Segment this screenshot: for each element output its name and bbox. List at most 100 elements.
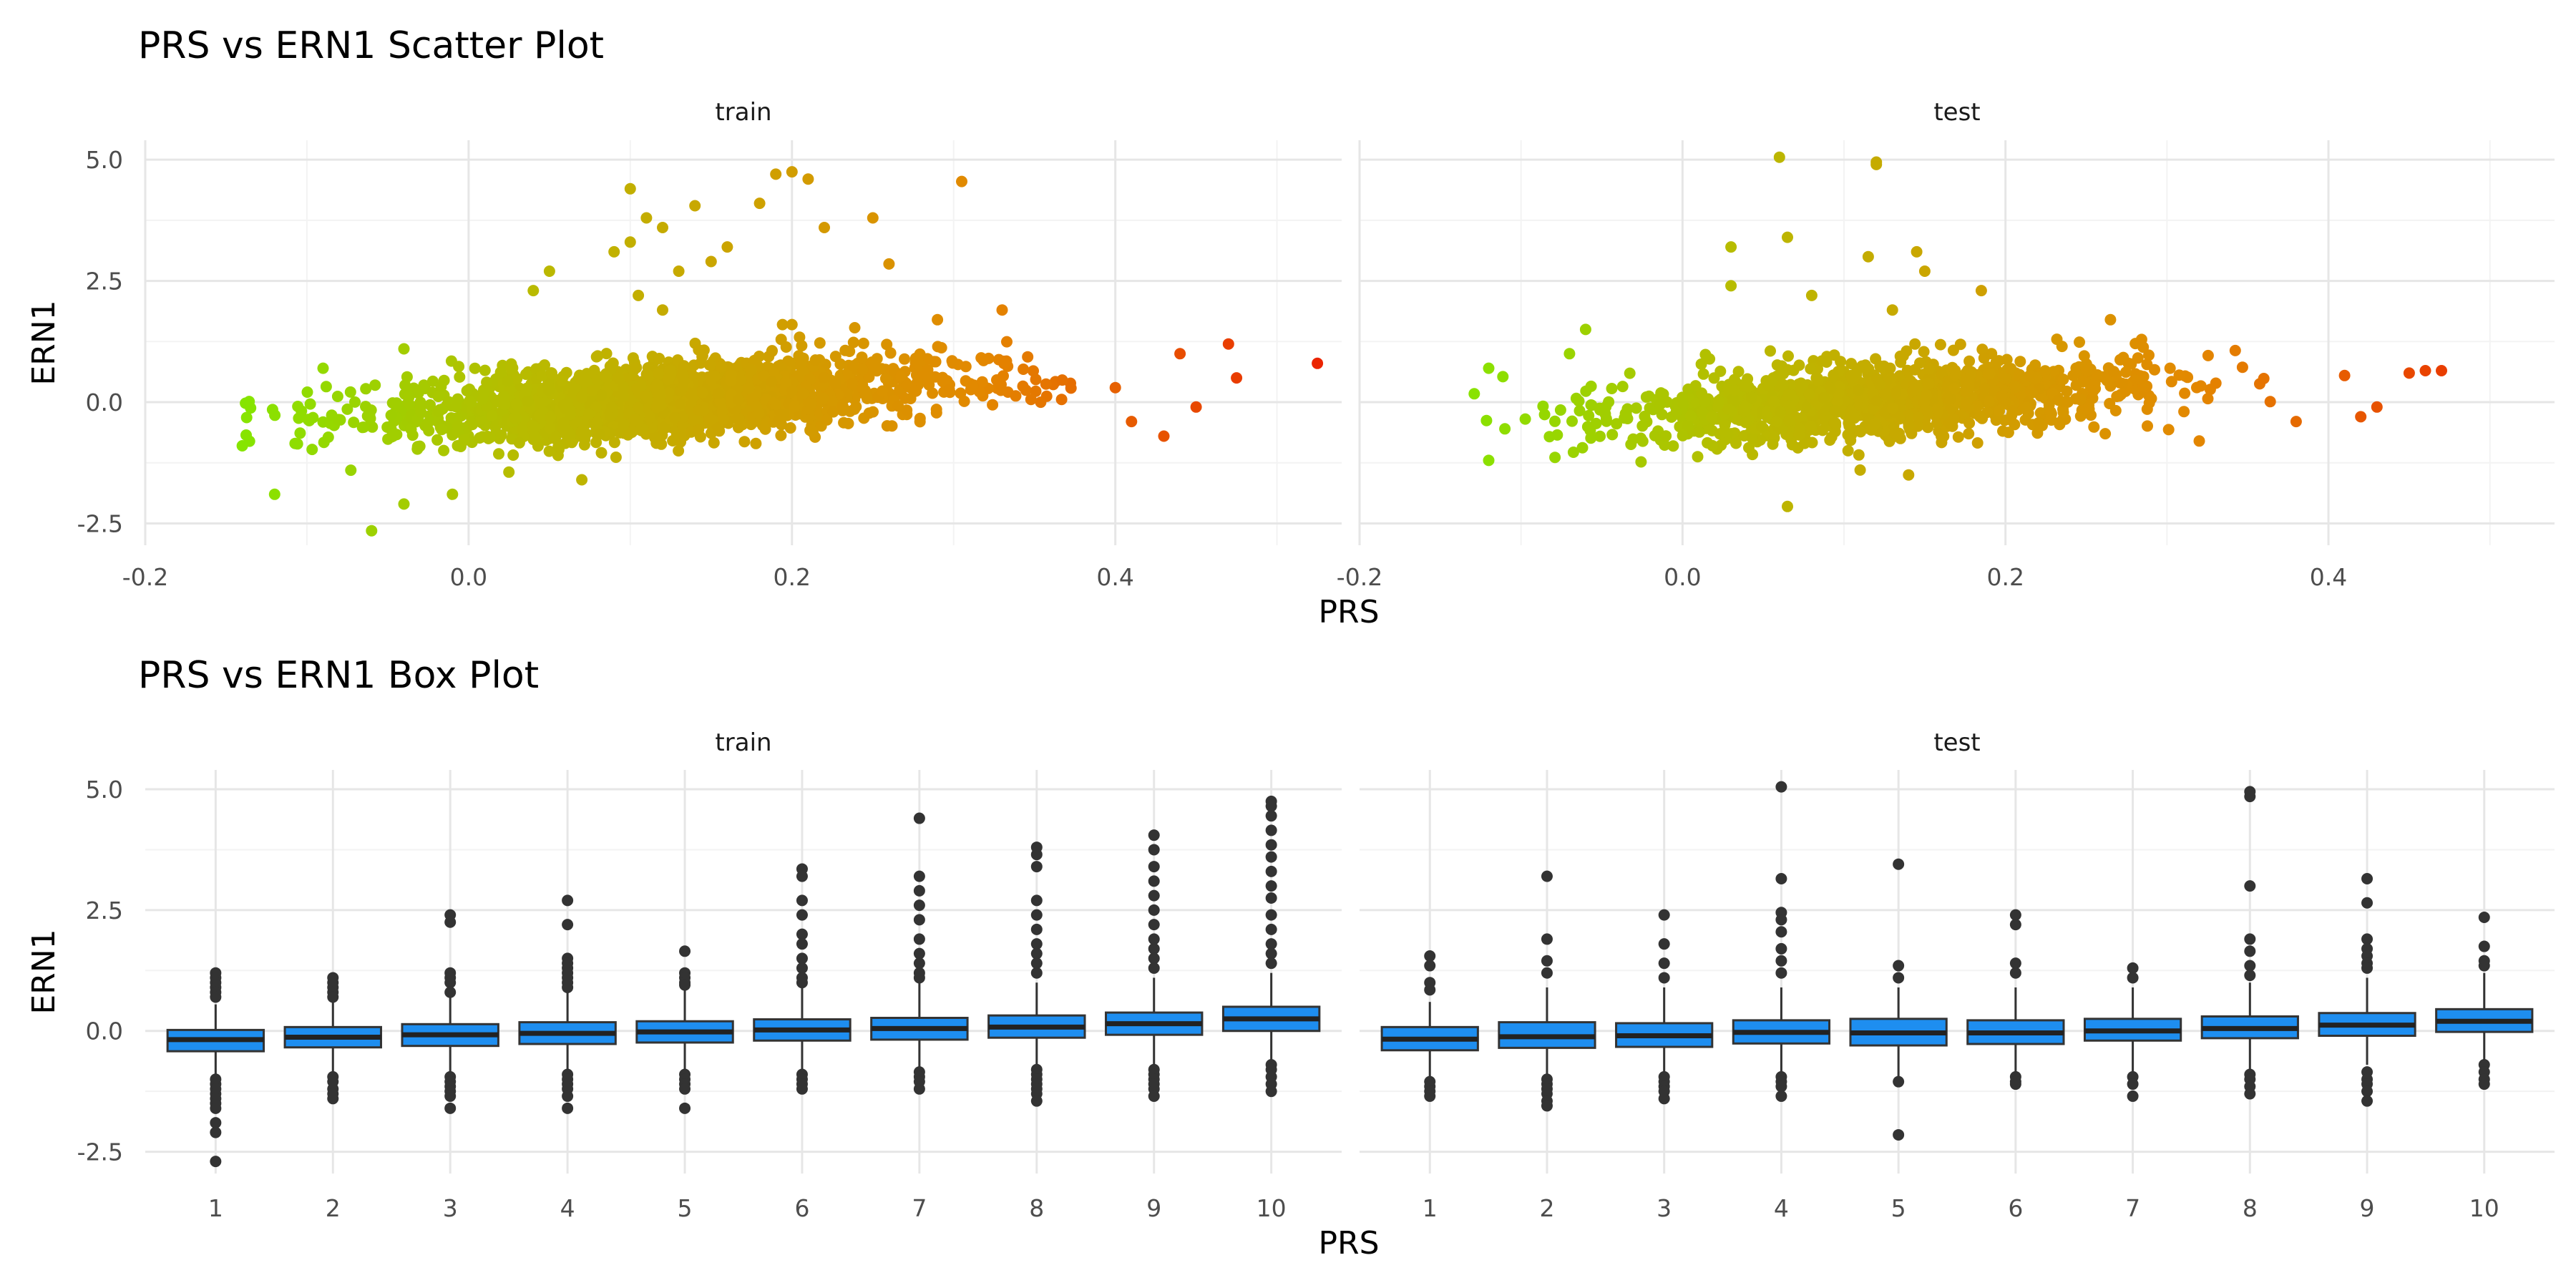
scatter-point [1017, 380, 1029, 392]
scatter-point [1903, 469, 1915, 481]
scatter-point [344, 386, 356, 398]
outlier-point [1030, 849, 1043, 861]
outlier-point [210, 1126, 222, 1138]
scatter-point [856, 351, 868, 364]
outlier-point [327, 1093, 339, 1105]
outlier-point [1541, 1100, 1553, 1112]
y-tick-label: 2.5 [86, 897, 123, 924]
scatter-point [2210, 377, 2222, 389]
outlier-point [1148, 844, 1160, 856]
scatter-point [2193, 435, 2205, 447]
scatter-point [1636, 420, 1649, 432]
scatter-point [910, 385, 922, 397]
scatter-point [1719, 426, 1731, 438]
scatter-point [1963, 355, 1976, 367]
scatter-point [2355, 411, 2367, 423]
scatter-point [1770, 416, 1782, 428]
box-2 [1498, 870, 1596, 1112]
scatter-point [1889, 427, 1901, 439]
scatter-point [2436, 365, 2447, 376]
outlier-point [1265, 824, 1277, 836]
scatter-point [401, 371, 413, 383]
scatter-point [360, 383, 372, 395]
box-3 [401, 909, 499, 1114]
scatter-point [930, 356, 942, 368]
x-tick-label: 0.0 [1664, 563, 1701, 591]
box-10 [1221, 795, 1321, 1098]
scatter-point [618, 419, 630, 431]
scatter-point [653, 353, 665, 364]
facet-label-train: train [715, 98, 771, 127]
scatter-point [654, 391, 666, 403]
scatter-point [1828, 369, 1840, 381]
scatter-point [784, 422, 796, 434]
scatter-point [1883, 435, 1896, 447]
x-tick-label: 7 [912, 1194, 927, 1222]
scatter-point [673, 265, 685, 277]
scatter-point [520, 369, 532, 380]
scatter-point [649, 431, 660, 444]
scatter-point [1714, 365, 1727, 377]
outlier-point [1030, 967, 1043, 979]
y-tick-label: 2.5 [86, 268, 123, 296]
scatter-point [715, 361, 727, 373]
scatter-point [998, 358, 1010, 369]
x-tick-label: 1 [208, 1194, 223, 1222]
scatter-point [289, 437, 301, 449]
outlier-point [1265, 800, 1277, 812]
scatter-point [1635, 456, 1647, 468]
outlier-point [1265, 865, 1277, 877]
scatter-point [2290, 416, 2302, 428]
outlier-point [444, 977, 457, 989]
outlier-point [796, 1083, 808, 1095]
scatter-point [1684, 410, 1697, 422]
outlier-point [1893, 1128, 1905, 1141]
scatter-point [1994, 405, 2006, 417]
scatter-point [899, 353, 910, 365]
scatter-point [846, 378, 858, 390]
scatter-point [2236, 361, 2248, 374]
scatter-point [735, 374, 747, 386]
scatter-point [2010, 381, 2022, 394]
scatter-point [1746, 432, 1758, 444]
scatter-point [435, 381, 447, 393]
scatter-point [657, 222, 668, 233]
outlier-point [1424, 1090, 1436, 1102]
outlier-point [2127, 962, 2139, 974]
scatter-point [1805, 289, 1818, 301]
scatter-point [576, 391, 588, 404]
scatter-point [748, 354, 761, 366]
scatter-point [479, 364, 491, 376]
outlier-point [796, 952, 808, 965]
scatter-point [304, 398, 316, 410]
scatter-point [1018, 364, 1030, 375]
outlier-point [1893, 972, 1905, 984]
scatter-point [1820, 404, 1833, 416]
scatter-point [2195, 380, 2207, 392]
scatter-point [461, 385, 473, 397]
outlier-point [796, 909, 808, 921]
scatter-point [987, 399, 999, 411]
scatter-point [1765, 345, 1776, 357]
scatter-point [1567, 447, 1579, 458]
x-tick-label: 0.2 [1986, 563, 2024, 591]
scatter-point [560, 366, 572, 379]
scatter-point [418, 379, 430, 391]
scatter-point [1702, 436, 1714, 449]
scatter-point [2088, 421, 2100, 433]
scatter-point [366, 525, 378, 537]
scatter-point [1010, 390, 1022, 402]
box-7 [870, 812, 969, 1095]
scatter-point [669, 411, 681, 424]
scatter-point [1817, 424, 1829, 436]
scatter-point [860, 389, 872, 401]
scatter-point [331, 391, 343, 402]
scatter-point [2111, 391, 2123, 402]
outlier-point [1658, 909, 1670, 921]
scatter-point [426, 375, 439, 387]
outlier-point [2361, 933, 2373, 945]
scatter-point [2001, 353, 2013, 366]
outlier-point [796, 870, 808, 882]
box-5 [1849, 858, 1948, 1141]
scatter-point [1594, 430, 1606, 442]
